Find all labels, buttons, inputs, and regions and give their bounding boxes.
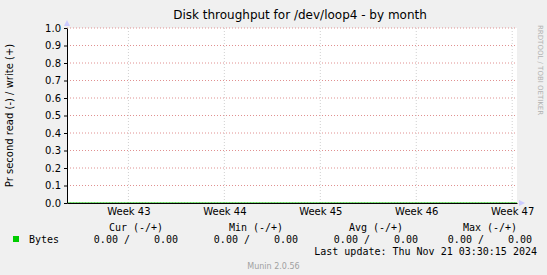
legend-entry: Bytes	[29, 234, 59, 245]
grid-line	[67, 133, 517, 134]
legend-stat: 0.00 / 0.00	[94, 234, 178, 245]
y-axis: 0.0 0.1 0.2 0.3 0.4 0.5 0.6 0.7 0.8 0.9 1.0	[45, 23, 67, 209]
grid-line	[67, 63, 517, 64]
tick-mark	[64, 168, 67, 169]
grid-line	[512, 28, 513, 203]
tick-mark	[64, 46, 67, 47]
y-axis-title: Pr second read (-) / write (+)	[4, 44, 15, 187]
grid-line	[67, 80, 517, 81]
tick-label: 0.0	[45, 198, 61, 209]
tick-label: Week 43	[107, 206, 150, 217]
grid-line	[67, 28, 517, 29]
grid-line	[67, 115, 517, 116]
axis-line	[68, 203, 518, 204]
tick-label: 0.3	[45, 145, 61, 156]
tick: Week 44	[203, 203, 246, 217]
tick-label: 0.7	[45, 75, 61, 86]
grid-line	[320, 28, 321, 203]
tick-label: Week 45	[299, 206, 342, 217]
tick-label: Week 46	[395, 206, 438, 217]
tick-label: 0.2	[45, 163, 61, 174]
tick-mark	[64, 203, 67, 204]
tick-label: 0.1	[45, 180, 61, 191]
tick: Week 47	[491, 203, 534, 217]
grid-line	[416, 28, 417, 203]
tick-mark	[64, 63, 67, 64]
grid-line	[67, 203, 517, 204]
tick: Week 45	[299, 203, 342, 217]
tick-label: 0.8	[45, 58, 61, 69]
background	[0, 0, 547, 275]
tick: 0.3	[45, 145, 67, 156]
tick-mark	[64, 186, 67, 187]
grid-line	[224, 28, 225, 203]
axis-line	[67, 29, 68, 204]
tick: 0.9	[45, 40, 67, 51]
tick-mark	[64, 98, 67, 99]
grid-line	[67, 150, 517, 151]
tick-label: Week 47	[491, 206, 534, 217]
plot-area	[67, 28, 517, 203]
grid-line	[67, 185, 517, 186]
tick-mark	[64, 151, 67, 152]
legend-stat: 0.00 / 0.00	[334, 234, 418, 245]
tick-label: 1.0	[45, 23, 61, 34]
tick-label: Week 44	[203, 206, 246, 217]
last-update: Last update: Thu Nov 21 03:30:15 2024	[314, 246, 537, 257]
tick-mark	[64, 133, 67, 134]
axis-arrow	[519, 200, 525, 206]
footer: Munin 2.0.56	[247, 262, 299, 271]
series-group	[67, 203, 517, 204]
tick: 1.0	[45, 23, 67, 34]
tick-label: 0.4	[45, 128, 61, 139]
legend-header: Max (-/+)	[463, 222, 517, 233]
tick: 0.8	[45, 58, 67, 69]
legend-stat: 0.00 / 0.00	[214, 234, 298, 245]
title: Disk throughput for /dev/loop4 - by mont…	[173, 8, 427, 22]
grid-line	[67, 168, 517, 169]
tick: 0.4	[45, 128, 67, 139]
legend-header: Cur (-/+)	[109, 222, 163, 233]
tick: 0.7	[45, 75, 67, 86]
legend-stat: 0.00 / 0.00	[448, 234, 532, 245]
grid-line	[67, 45, 517, 46]
x-axis: Week 43 Week 44 Week 45 Week 46 Week 47	[68, 203, 535, 217]
tick: Week 46	[395, 203, 438, 217]
tick: 0.5	[45, 110, 67, 121]
tick-mark	[64, 28, 67, 29]
legend-header: Min (-/+)	[229, 222, 283, 233]
tick-label: 0.9	[45, 40, 61, 51]
grid-line	[67, 98, 517, 99]
tick-label: 0.6	[45, 93, 61, 104]
grid	[67, 28, 517, 203]
tick: Week 43	[107, 203, 150, 217]
chart: 0.0 0.1 0.2 0.3 0.4 0.5 0.6 0.7 0.8 0.9 1.0 Week 43…	[0, 0, 547, 275]
tick-label: 0.5	[45, 110, 61, 121]
tick-mark	[64, 81, 67, 82]
watermark: RRDTOOL / TOBI OETIKER	[536, 25, 544, 115]
grid-line	[128, 28, 129, 203]
tick-mark	[64, 116, 67, 117]
tick: 0.1	[45, 180, 67, 191]
series-line	[67, 203, 517, 204]
tick: 0.2	[45, 163, 67, 174]
tick: 0.0	[45, 198, 67, 209]
tick: 0.6	[45, 93, 67, 104]
legend-header: Avg (-/+)	[349, 222, 403, 233]
axis-arrow	[64, 20, 70, 26]
legend-swatch	[13, 236, 19, 242]
